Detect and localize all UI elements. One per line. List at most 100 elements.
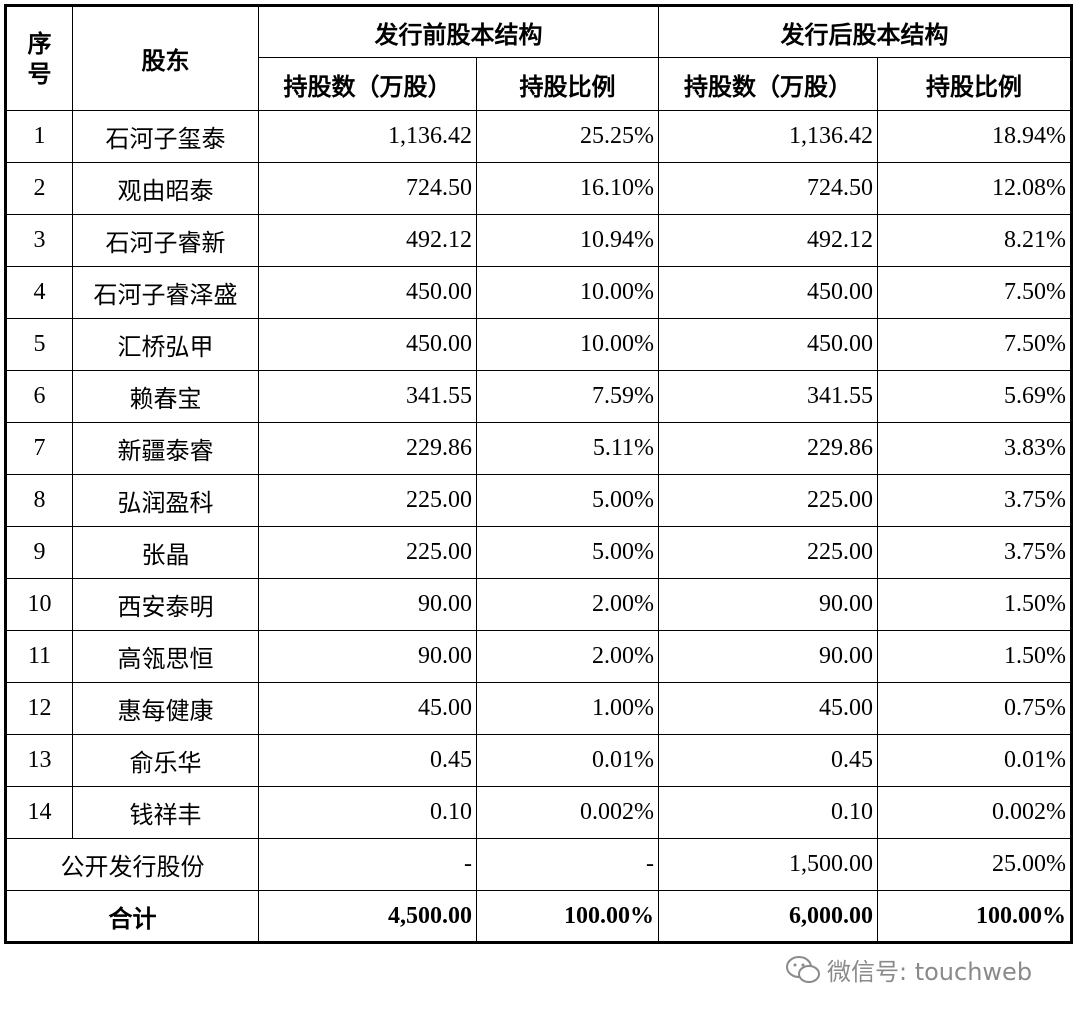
table-cell: -	[476, 838, 659, 891]
table-cell: 2.00%	[476, 630, 659, 683]
table-row: 9 张晶 225.00 5.00% 225.00 3.75%	[5, 526, 1072, 579]
table-cell: 3.75%	[877, 474, 1072, 527]
table-cell: 100.00%	[476, 890, 659, 943]
table-cell: 俞乐华	[72, 734, 259, 787]
table-cell: 10.00%	[476, 318, 659, 371]
table-cell: 14	[5, 786, 73, 839]
table-cell: 8.21%	[877, 214, 1072, 267]
table-cell: 45.00	[658, 682, 878, 735]
table-cell: 450.00	[258, 318, 477, 371]
table-cell: 0.01%	[877, 734, 1072, 787]
header-cell: 持股比例	[877, 57, 1072, 111]
header-cell: 持股数（万股）	[258, 57, 477, 111]
table-cell: 6,000.00	[658, 890, 878, 943]
table-cell: 12	[5, 682, 73, 735]
table-cell: -	[258, 838, 477, 891]
table-cell: 11	[5, 630, 73, 683]
table-cell: 1,136.42	[658, 110, 878, 163]
table-cell: 724.50	[658, 162, 878, 215]
table-cell: 0.002%	[877, 786, 1072, 839]
table-cell: 0.002%	[476, 786, 659, 839]
table-cell: 2	[5, 162, 73, 215]
table-cell: 5.69%	[877, 370, 1072, 423]
table-cell: 7.50%	[877, 318, 1072, 371]
table-cell: 1,500.00	[658, 838, 878, 891]
table-row: 合计 4,500.00 100.00% 6,000.00 100.00%	[5, 890, 1072, 943]
table-cell: 观由昭泰	[72, 162, 259, 215]
table-cell: 10.94%	[476, 214, 659, 267]
table-cell: 5.00%	[476, 474, 659, 527]
table-cell: 7	[5, 422, 73, 475]
table-cell: 2.00%	[476, 578, 659, 631]
table-cell: 合计	[5, 890, 259, 943]
table-cell: 225.00	[658, 474, 878, 527]
table-cell: 12.08%	[877, 162, 1072, 215]
table-cell: 341.55	[258, 370, 477, 423]
table-cell: 7.59%	[476, 370, 659, 423]
header-cell: 股东	[72, 5, 259, 111]
table-row: 8 弘润盈科 225.00 5.00% 225.00 3.75%	[5, 474, 1072, 527]
table-row: 1 石河子玺泰 1,136.42 25.25% 1,136.42 18.94%	[5, 110, 1072, 163]
table-row: 6 赖春宝 341.55 7.59% 341.55 5.69%	[5, 370, 1072, 423]
table-cell: 229.86	[258, 422, 477, 475]
table-cell: 高瓴思恒	[72, 630, 259, 683]
table-cell: 赖春宝	[72, 370, 259, 423]
table-row: 公开发行股份 - -1,500.00 25.00%	[5, 838, 1072, 891]
table-cell: 90.00	[658, 630, 878, 683]
table-cell: 229.86	[658, 422, 878, 475]
table-row: 5 汇桥弘甲 450.00 10.00% 450.00 7.50%	[5, 318, 1072, 371]
table-cell: 5.00%	[476, 526, 659, 579]
table-cell: 7.50%	[877, 266, 1072, 319]
table-cell: 9	[5, 526, 73, 579]
table-row: 13 俞乐华 0.45 0.01% 0.45 0.01%	[5, 734, 1072, 787]
table-cell: 石河子睿新	[72, 214, 259, 267]
watermark-text: 微信号: touchweb	[827, 958, 1033, 986]
header-cell: 发行后股本结构	[658, 5, 1072, 58]
table-cell: 西安泰明	[72, 578, 259, 631]
table-cell: 新疆泰睿	[72, 422, 259, 475]
table-cell: 1	[5, 110, 73, 163]
table-cell: 25.25%	[476, 110, 659, 163]
table-row: 4 石河子睿泽盛 450.00 10.00% 450.00 7.50%	[5, 266, 1072, 319]
table-cell: 1.50%	[877, 578, 1072, 631]
table-cell: 90.00	[658, 578, 878, 631]
table-cell: 惠每健康	[72, 682, 259, 735]
table-cell: 10	[5, 578, 73, 631]
table-cell: 90.00	[258, 630, 477, 683]
header-cell: 持股比例	[476, 57, 659, 111]
table-cell: 汇桥弘甲	[72, 318, 259, 371]
table-cell: 225.00	[658, 526, 878, 579]
table-cell: 16.10%	[476, 162, 659, 215]
table-row: 3 石河子睿新 492.12 10.94% 492.12 8.21%	[5, 214, 1072, 267]
table-cell: 3	[5, 214, 73, 267]
table-cell: 724.50	[258, 162, 477, 215]
table-cell: 0.10	[658, 786, 878, 839]
watermark: 微信号: touchweb	[785, 952, 1032, 987]
table-cell: 492.12	[258, 214, 477, 267]
table-body: 序号 股东 发行前股本结构 发行后股本结构 持股数（万股） 持股比例 持股数（万…	[5, 5, 1072, 943]
table-cell: 0.10	[258, 786, 477, 839]
header-cell: 序号	[5, 5, 73, 111]
table-cell: 石河子睿泽盛	[72, 266, 259, 319]
table-cell: 492.12	[658, 214, 878, 267]
table-cell: 450.00	[658, 318, 878, 371]
header-cell: 发行前股本结构	[258, 5, 659, 58]
table-cell: 8	[5, 474, 73, 527]
table-cell: 225.00	[258, 526, 477, 579]
table-row: 12 惠每健康 45.00 1.00% 45.00 0.75%	[5, 682, 1072, 735]
table-cell: 1.50%	[877, 630, 1072, 683]
table-cell: 1.00%	[476, 682, 659, 735]
table-cell: 张晶	[72, 526, 259, 579]
table-cell: 341.55	[658, 370, 878, 423]
table-cell: 公开发行股份	[5, 838, 259, 891]
table-cell: 4	[5, 266, 73, 319]
table-cell: 25.00%	[877, 838, 1072, 891]
table-cell: 1,136.42	[258, 110, 477, 163]
table-cell: 钱祥丰	[72, 786, 259, 839]
table-cell: 0.45	[658, 734, 878, 787]
table-cell: 100.00%	[877, 890, 1072, 943]
table-cell: 4,500.00	[258, 890, 477, 943]
header-text: 序号	[27, 29, 52, 88]
table-cell: 450.00	[258, 266, 477, 319]
